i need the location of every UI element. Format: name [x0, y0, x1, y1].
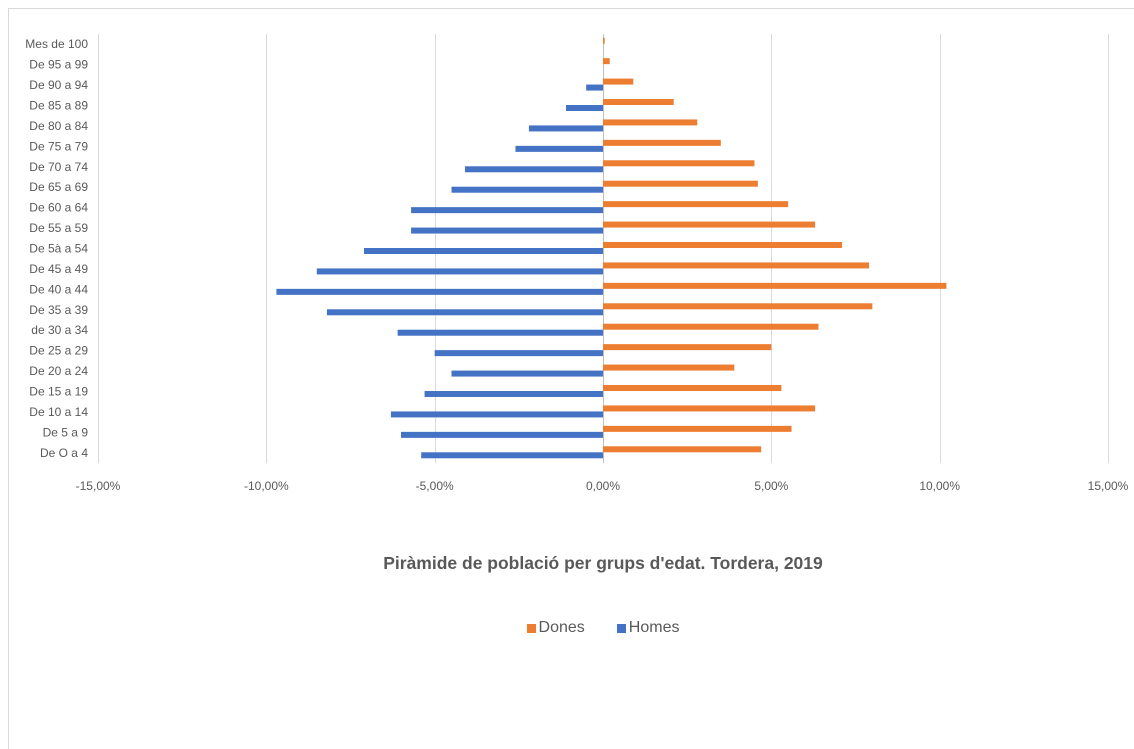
bar-dones	[603, 405, 816, 412]
x-tick-label: -15,00%	[76, 479, 121, 493]
category-axis-labels: Mes de 100 De 95 a 99 De 90 a 94 De 85 a 89…	[25, 37, 88, 460]
legend-item-homes: Homes	[616, 617, 680, 639]
bar-dones	[603, 58, 610, 65]
x-tick-label: 15,00%	[1088, 479, 1129, 493]
bar-dones	[603, 78, 634, 85]
category-label: De 85 a 89	[29, 99, 88, 113]
legend-item-dones: Dones	[526, 617, 585, 639]
bar-dones	[603, 119, 698, 126]
x-tick-label: 10,00%	[919, 479, 960, 493]
bar-homes	[316, 268, 603, 275]
legend-swatch-homes	[616, 623, 626, 633]
bar-homes	[401, 431, 603, 438]
bar-dones	[603, 282, 947, 289]
bar-homes	[528, 125, 603, 132]
bar-dones	[603, 385, 782, 391]
category-label: De 5à a 54	[29, 242, 88, 256]
bar-dones	[603, 262, 869, 269]
bar-dones	[603, 139, 721, 146]
bar-homes	[515, 145, 603, 152]
bar-homes	[326, 309, 603, 316]
category-label: De 60 a 64	[29, 201, 88, 215]
category-label: De 10 a 14	[29, 405, 88, 419]
bar-homes	[411, 207, 603, 214]
bar-dones	[603, 446, 762, 453]
bar-homes	[276, 288, 603, 295]
gridlines	[98, 34, 1109, 463]
bar-homes	[464, 166, 603, 173]
bar-homes	[397, 329, 603, 336]
bar-dones	[603, 221, 816, 228]
bar-homes	[390, 411, 603, 418]
bar-homes	[565, 105, 603, 111]
x-tick-label: -5,00%	[416, 479, 454, 493]
x-tick-label: -10,00%	[244, 479, 289, 493]
bars-homes	[276, 84, 603, 459]
bar-homes	[363, 248, 603, 254]
x-axis-tick-labels: -15,00% -10,00% -5,00% 0,00% 5,00% 10,00% 15,0…	[76, 479, 1129, 493]
bar-homes	[434, 350, 603, 357]
bar-dones	[603, 344, 772, 351]
category-label: De 90 a 94	[29, 78, 88, 92]
bar-dones	[603, 201, 789, 208]
bar-dones	[603, 323, 819, 330]
category-label: De 55 a 59	[29, 221, 88, 235]
bar-dones	[603, 37, 605, 44]
legend-swatch-dones	[526, 623, 536, 633]
bar-homes	[411, 227, 603, 234]
bar-homes	[586, 84, 603, 91]
bar-homes	[421, 452, 603, 459]
category-label: Mes de 100	[25, 37, 88, 51]
legend: Dones Homes	[403, 617, 803, 639]
category-label: De 15 a 19	[29, 385, 88, 399]
bar-homes	[424, 391, 603, 397]
bars-dones	[603, 37, 947, 453]
category-label: De 95 a 99	[29, 58, 88, 72]
category-label: De 40 a 44	[29, 282, 88, 296]
category-label: De 35 a 39	[29, 303, 88, 317]
bar-homes	[451, 186, 603, 193]
category-label: De 5 a 9	[43, 425, 89, 439]
bar-dones	[603, 99, 674, 105]
category-label: De 20 a 24	[29, 364, 88, 378]
legend-label-dones: Dones	[538, 619, 585, 636]
category-label: De 45 a 49	[29, 262, 88, 276]
category-label: De 70 a 74	[29, 160, 88, 174]
legend-label-homes: Homes	[628, 619, 680, 636]
category-label: De 75 a 79	[29, 139, 88, 153]
category-label: De 65 a 69	[29, 180, 88, 194]
x-tick-label: 5,00%	[754, 479, 788, 493]
bar-dones	[603, 425, 792, 432]
category-label: De O a 4	[40, 446, 88, 460]
category-label: De 25 a 29	[29, 344, 88, 358]
bar-dones	[603, 364, 735, 371]
category-label: de 30 a 34	[31, 323, 88, 337]
bar-dones	[603, 180, 758, 187]
category-label: De 80 a 84	[29, 119, 88, 133]
bar-dones	[603, 242, 843, 248]
bar-dones	[603, 303, 873, 310]
bar-homes	[451, 370, 603, 377]
bar-dones	[603, 160, 755, 167]
chart-frame	[8, 8, 1134, 749]
x-tick-label: 0,00%	[586, 479, 620, 493]
chart-title: Piràmide de població per grups d'edat. T…	[383, 553, 823, 573]
